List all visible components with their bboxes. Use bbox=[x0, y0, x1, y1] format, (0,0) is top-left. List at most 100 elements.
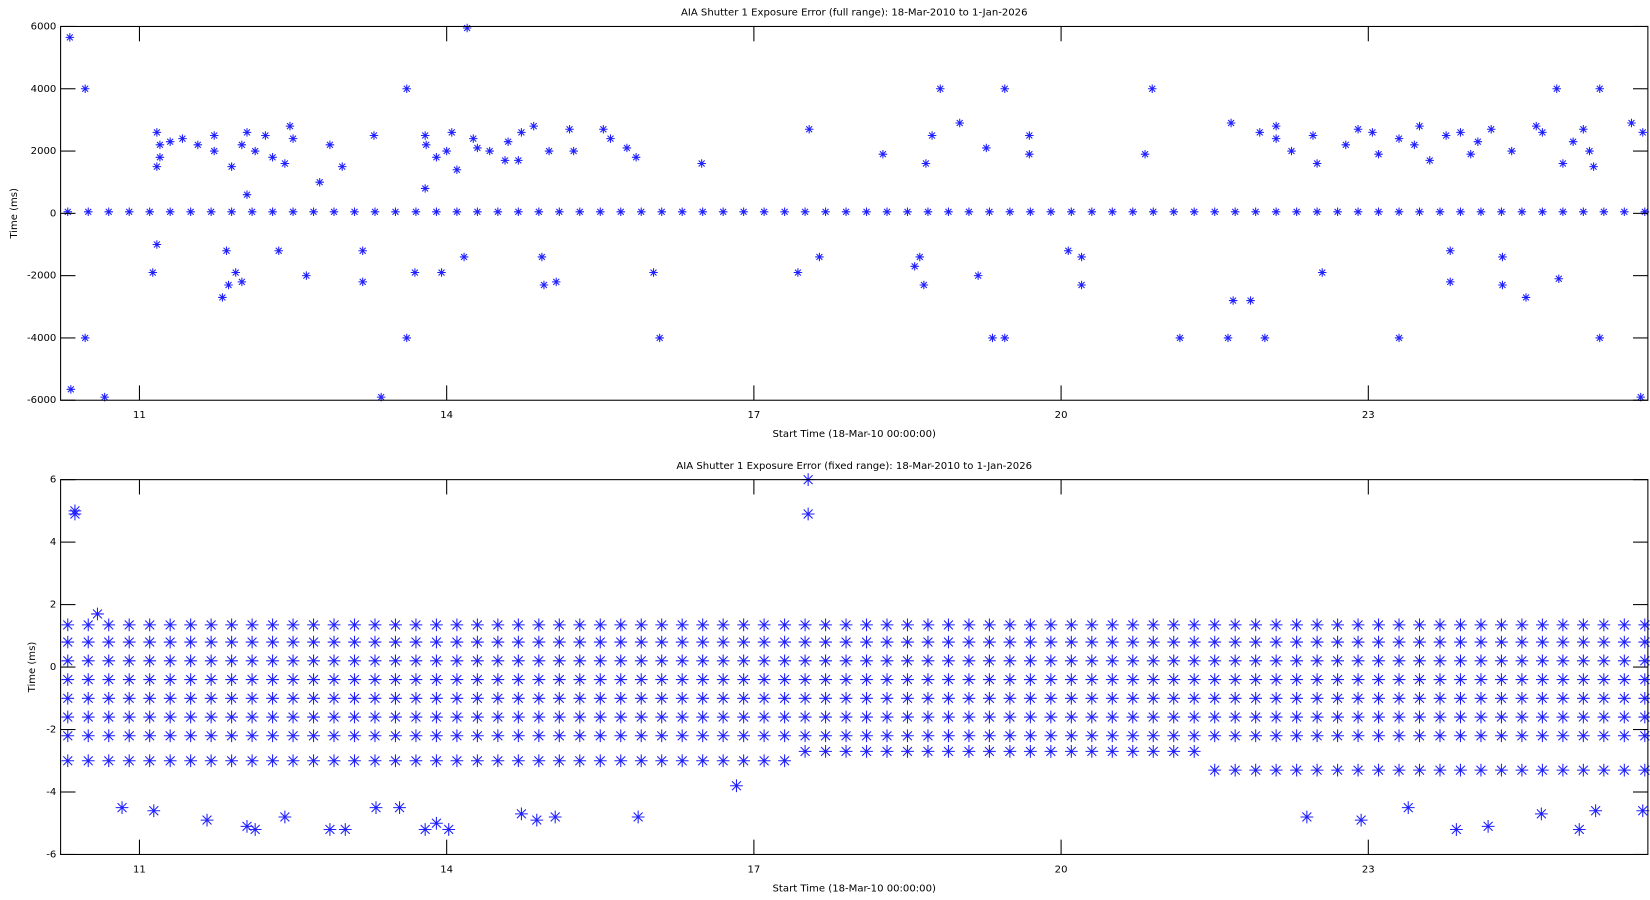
data-point bbox=[491, 710, 505, 724]
data-point bbox=[819, 729, 832, 743]
data-point bbox=[409, 691, 423, 705]
data-point bbox=[655, 333, 664, 343]
data-point bbox=[1000, 333, 1010, 343]
data-point bbox=[1638, 710, 1650, 724]
data-point bbox=[778, 673, 791, 686]
data-point bbox=[1415, 121, 1424, 131]
data-point bbox=[921, 729, 935, 743]
data-point bbox=[450, 754, 464, 768]
data-point bbox=[430, 673, 443, 686]
data-point bbox=[410, 268, 420, 277]
data-point bbox=[880, 673, 894, 686]
data-point bbox=[204, 673, 218, 686]
data-point bbox=[1515, 729, 1529, 743]
data-point bbox=[698, 207, 707, 217]
data-point bbox=[122, 635, 136, 649]
data-point bbox=[565, 125, 574, 134]
data-point bbox=[915, 252, 925, 262]
data-point bbox=[1474, 673, 1488, 686]
data-point bbox=[634, 654, 648, 668]
data-point bbox=[1187, 654, 1201, 668]
data-point bbox=[184, 710, 198, 724]
data-point bbox=[66, 385, 76, 394]
data-point bbox=[389, 618, 402, 632]
data-point bbox=[552, 654, 566, 668]
data-point bbox=[1271, 134, 1281, 143]
data-point bbox=[266, 635, 279, 649]
data-point bbox=[1290, 673, 1304, 686]
data-point bbox=[391, 207, 400, 217]
data-point bbox=[302, 271, 311, 280]
data-point bbox=[1495, 654, 1508, 668]
data-point bbox=[1228, 763, 1242, 777]
data-point bbox=[1413, 635, 1426, 649]
data-point bbox=[430, 691, 443, 705]
data-point bbox=[1454, 635, 1467, 649]
data-point bbox=[1023, 745, 1037, 758]
data-point bbox=[1249, 729, 1263, 743]
data-point bbox=[614, 754, 628, 768]
data-point bbox=[555, 207, 564, 217]
y-tick-label: 0 bbox=[50, 208, 56, 219]
data-point bbox=[122, 691, 136, 705]
data-point bbox=[634, 673, 648, 686]
data-point bbox=[218, 293, 227, 302]
data-point bbox=[491, 754, 505, 768]
data-point bbox=[927, 131, 937, 140]
data-point bbox=[921, 673, 935, 686]
data-point bbox=[152, 128, 162, 137]
data-point bbox=[225, 673, 238, 686]
data-point bbox=[450, 673, 464, 686]
data-point bbox=[491, 635, 505, 649]
data-point bbox=[573, 635, 587, 649]
data-point bbox=[1269, 654, 1283, 668]
data-point bbox=[473, 207, 482, 217]
data-point bbox=[882, 207, 892, 217]
data-point bbox=[1300, 810, 1314, 824]
data-point bbox=[1572, 823, 1586, 836]
data-point bbox=[1413, 673, 1426, 686]
data-point bbox=[569, 146, 578, 156]
data-point bbox=[798, 729, 812, 743]
data-point bbox=[204, 618, 218, 632]
data-point bbox=[1146, 745, 1160, 758]
data-point bbox=[163, 729, 177, 743]
data-point bbox=[573, 710, 587, 724]
data-point bbox=[1085, 691, 1099, 705]
data-point bbox=[430, 635, 443, 649]
data-point bbox=[1126, 691, 1140, 705]
data-point bbox=[1410, 140, 1419, 150]
data-point bbox=[204, 691, 218, 705]
data-point bbox=[1498, 252, 1507, 262]
data-point bbox=[1228, 296, 1238, 305]
data-point bbox=[80, 84, 90, 93]
data-point bbox=[675, 729, 689, 743]
data-point bbox=[143, 618, 157, 632]
data-point bbox=[348, 754, 361, 768]
data-point bbox=[737, 754, 751, 768]
data-point bbox=[61, 691, 75, 705]
x-axis-label: Start Time (18-Mar-10 00:00:00) bbox=[773, 429, 936, 440]
data-point bbox=[593, 654, 607, 668]
data-point bbox=[1146, 710, 1160, 724]
data-point bbox=[675, 618, 689, 632]
data-point bbox=[1105, 618, 1119, 632]
data-point bbox=[1147, 84, 1157, 93]
y-tick-label: -6000 bbox=[27, 395, 56, 406]
data-point bbox=[61, 710, 75, 724]
data-point bbox=[1128, 207, 1138, 217]
data-point bbox=[1271, 121, 1281, 131]
data-point bbox=[1269, 673, 1283, 686]
data-point bbox=[860, 654, 873, 668]
data-point bbox=[1064, 635, 1078, 649]
data-point bbox=[1003, 673, 1017, 686]
data-point bbox=[1146, 654, 1160, 668]
data-point bbox=[368, 654, 382, 668]
data-point bbox=[1413, 691, 1426, 705]
data-point bbox=[1025, 149, 1034, 159]
data-point bbox=[1292, 207, 1301, 217]
data-point bbox=[1617, 729, 1631, 743]
data-point bbox=[548, 810, 562, 824]
data-point bbox=[757, 729, 771, 743]
